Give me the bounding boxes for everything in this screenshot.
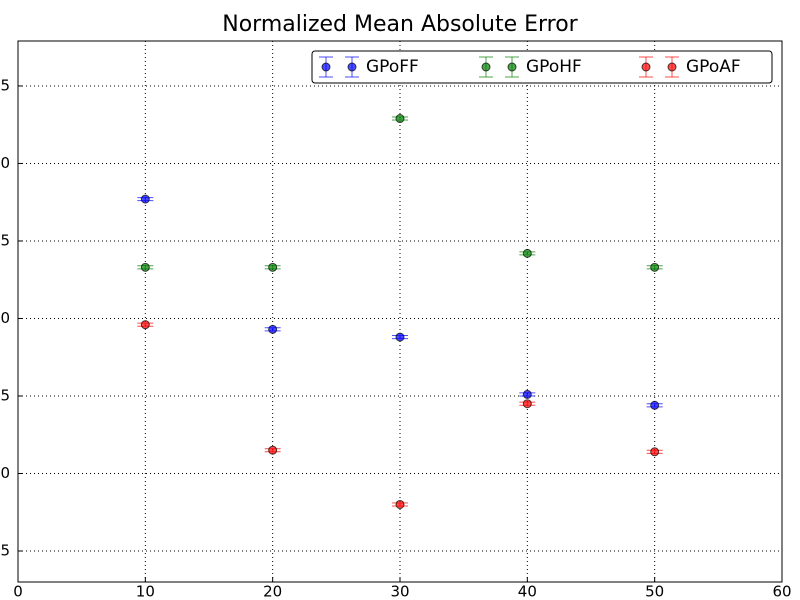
legend-swatch bbox=[481, 62, 491, 72]
x-tick-label: 50 bbox=[645, 583, 664, 600]
point bbox=[395, 499, 405, 509]
point bbox=[268, 324, 278, 334]
plot-frame bbox=[17, 40, 783, 583]
point bbox=[650, 262, 660, 272]
y-tick-label: 5 bbox=[0, 541, 10, 559]
legend-label: GPoHF bbox=[526, 57, 582, 77]
point bbox=[395, 332, 405, 342]
point bbox=[522, 389, 532, 399]
point bbox=[650, 447, 660, 457]
point bbox=[522, 399, 532, 409]
legend-swatch bbox=[507, 62, 517, 72]
y-tick-label: 0 bbox=[0, 309, 10, 327]
legend: GPoFF GPoHF GPoAF bbox=[311, 50, 773, 84]
x-tick-label: 10 bbox=[136, 583, 155, 600]
legend-label: GPoAF bbox=[686, 57, 741, 77]
chart-title: Normalized Mean Absolute Error bbox=[222, 12, 578, 37]
y-tick-label: 5 bbox=[0, 231, 10, 249]
y-tick-label: 5 bbox=[0, 386, 10, 404]
point bbox=[650, 400, 660, 410]
x-tick-label: 60 bbox=[772, 583, 791, 600]
y-tick-label: 0 bbox=[0, 464, 10, 482]
legend-swatch bbox=[667, 62, 677, 72]
point bbox=[268, 445, 278, 455]
point bbox=[395, 114, 405, 124]
legend-label: GPoFF bbox=[366, 57, 419, 77]
point bbox=[140, 194, 150, 204]
point bbox=[268, 262, 278, 272]
y-tick-label: 5 bbox=[0, 76, 10, 94]
legend-swatch bbox=[641, 62, 651, 72]
legend-swatch bbox=[321, 62, 331, 72]
point bbox=[140, 262, 150, 272]
point bbox=[522, 248, 532, 258]
y-tick-label: 0 bbox=[0, 154, 10, 172]
x-tick-label: 20 bbox=[263, 583, 282, 600]
legend-frame bbox=[311, 50, 773, 84]
point bbox=[140, 320, 150, 330]
legend-swatch bbox=[347, 62, 357, 72]
x-tick-label: 40 bbox=[518, 583, 537, 600]
x-tick-label: 0 bbox=[13, 583, 23, 600]
x-tick-label: 30 bbox=[390, 583, 409, 600]
